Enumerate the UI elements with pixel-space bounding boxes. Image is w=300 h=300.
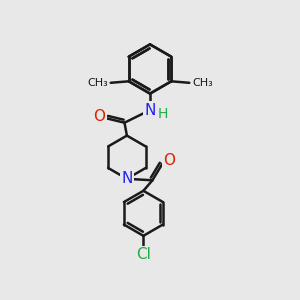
Text: N: N: [121, 171, 133, 186]
Text: CH₃: CH₃: [87, 78, 108, 88]
Text: O: O: [93, 109, 105, 124]
Text: H: H: [158, 107, 168, 121]
Text: CH₃: CH₃: [192, 78, 213, 88]
Text: N: N: [144, 103, 156, 118]
Text: O: O: [163, 153, 175, 168]
Text: Cl: Cl: [136, 247, 151, 262]
